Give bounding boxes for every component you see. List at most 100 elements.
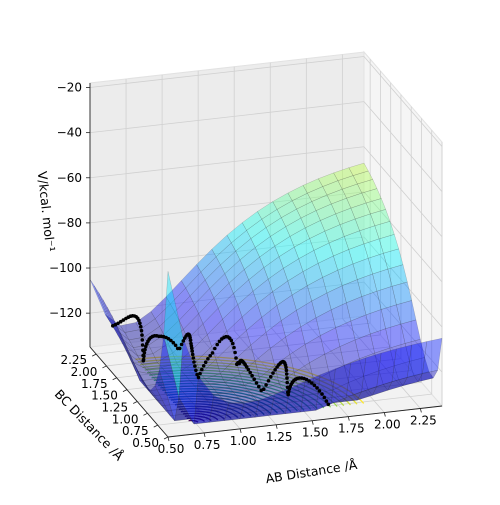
surface-patch [128, 351, 149, 391]
surface-patch [339, 218, 360, 237]
grid-line-x [342, 318, 421, 409]
y-tick-mark [112, 377, 117, 381]
surface-patch [406, 341, 428, 378]
surface-patch [237, 290, 258, 318]
surface-patch [315, 309, 336, 336]
x-tick-label: 1.00 [230, 434, 257, 448]
surface-patch [115, 323, 136, 372]
trajectory-point [201, 364, 206, 368]
surface-patch [171, 397, 193, 405]
trajectory-point [194, 368, 198, 373]
surface-patch [176, 402, 197, 410]
surface-patch [272, 280, 293, 306]
trajectory-point [144, 344, 148, 349]
surface-patch [280, 208, 302, 228]
surface-patch [343, 230, 365, 250]
surface-patch [270, 226, 291, 247]
surface-patch [293, 238, 315, 260]
y-tick-mark [122, 389, 128, 392]
surface-patch [348, 162, 369, 176]
z-tick-label: −80 [57, 216, 82, 230]
trajectory-points [111, 314, 331, 407]
surface-patch [174, 380, 195, 388]
surface-patch [257, 291, 278, 318]
surface-patch [378, 365, 399, 385]
surface-patch [389, 343, 410, 367]
surface-patch [133, 361, 154, 396]
surface-patch [289, 344, 310, 373]
trajectory-point [286, 392, 291, 397]
surface-patch [346, 296, 367, 322]
grid-line-x [306, 322, 385, 413]
trajectory-point [233, 350, 237, 355]
surface-patch [270, 336, 291, 366]
surface-patch [161, 363, 182, 373]
contour-line [170, 398, 259, 416]
surface-patch [248, 267, 269, 292]
surface-patch [120, 332, 141, 381]
contour-line [168, 395, 265, 416]
surface-patch [337, 175, 358, 190]
y-tick-label: 2.25 [60, 353, 87, 367]
surface-patch [167, 392, 189, 400]
surface-patch [200, 256, 221, 281]
surface-patch [274, 353, 295, 384]
trajectory-point [195, 372, 199, 377]
trajectory-point [285, 380, 290, 385]
x-tick-label: 0.75 [194, 438, 221, 452]
surface-patch [119, 322, 141, 333]
trajectory-point [213, 346, 217, 351]
surface-patch [320, 213, 341, 232]
y-tick-label: 0.75 [122, 424, 149, 438]
surface-patch [233, 279, 254, 306]
surface-patch [250, 331, 271, 362]
surface-patch [276, 200, 297, 219]
surface-patch [193, 288, 215, 315]
surface-patch [330, 362, 352, 405]
surface-patch [345, 357, 367, 398]
surface-patch [307, 277, 328, 302]
trajectory-point [231, 341, 235, 346]
surface-patch [215, 242, 237, 266]
surface-patch [246, 316, 267, 346]
surface-patch [376, 348, 397, 387]
surface-patch [102, 299, 123, 344]
surface-patch [341, 279, 362, 304]
surface-patch [261, 403, 282, 411]
surface-patch [322, 180, 343, 196]
surface-patch [413, 371, 434, 382]
surface-patch [178, 385, 200, 393]
trajectory-point [171, 340, 176, 345]
surface-patch [385, 323, 406, 349]
surface-patch [300, 317, 321, 345]
surface-patch [287, 395, 308, 403]
z-axis-label: V/kcal. mol⁻¹ [35, 171, 58, 253]
surface-patch [221, 396, 243, 405]
surface-patch [213, 386, 234, 395]
trajectory-point [266, 379, 271, 383]
y-tick-label: 1.50 [91, 389, 118, 403]
surface-patch [169, 375, 191, 383]
surface-patch [165, 408, 186, 417]
surface-patch [393, 361, 415, 381]
surface-patch [174, 396, 195, 425]
surface-patch [302, 262, 323, 287]
surface-patch [267, 391, 289, 399]
surface-patch [335, 320, 356, 347]
surface-patch [304, 335, 325, 364]
surface-patch [283, 258, 304, 282]
surface-patch [189, 378, 210, 386]
surface-patch [311, 292, 332, 319]
grid-line-z [89, 236, 365, 269]
surface-patch [202, 307, 223, 336]
x-tick-label: 2.00 [374, 418, 401, 432]
surface-patch [224, 374, 245, 388]
surface-patch [335, 207, 356, 226]
x-tick-mark [167, 436, 170, 442]
trajectory-point [250, 373, 254, 378]
trajectory-point [179, 342, 184, 347]
grid-line-z [89, 146, 365, 179]
trajectory-point [210, 351, 215, 355]
surface-patch [246, 218, 267, 239]
